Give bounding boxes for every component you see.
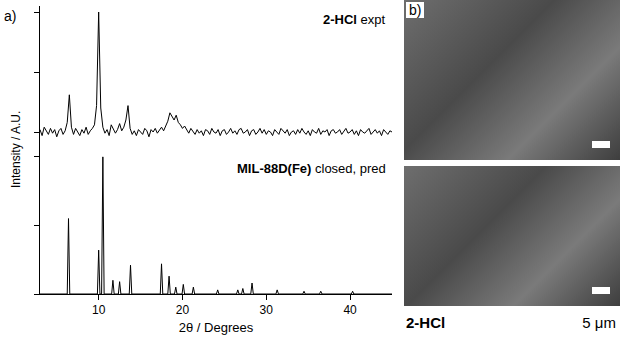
svg-text:Intensity / A.U.: Intensity / A.U. <box>9 111 23 188</box>
html-text:2-HCl: 2-HCl <box>406 314 446 331</box>
svg-text:20: 20 <box>176 303 190 317</box>
svg-text:2-HCl expt: 2-HCl expt <box>323 12 386 27</box>
svg-text:40: 40 <box>343 303 357 317</box>
svg-text:a): a) <box>4 8 16 24</box>
html-text:b): b) <box>409 2 422 18</box>
svg-text:MIL-88D(Fe) closed, pred: MIL-88D(Fe) closed, pred <box>237 161 386 176</box>
html-text:5 μm: 5 μm <box>582 314 616 331</box>
svg-text:2θ / Degrees: 2θ / Degrees <box>179 320 254 335</box>
svg-text:10: 10 <box>92 303 106 317</box>
svg-text:30: 30 <box>260 303 274 317</box>
